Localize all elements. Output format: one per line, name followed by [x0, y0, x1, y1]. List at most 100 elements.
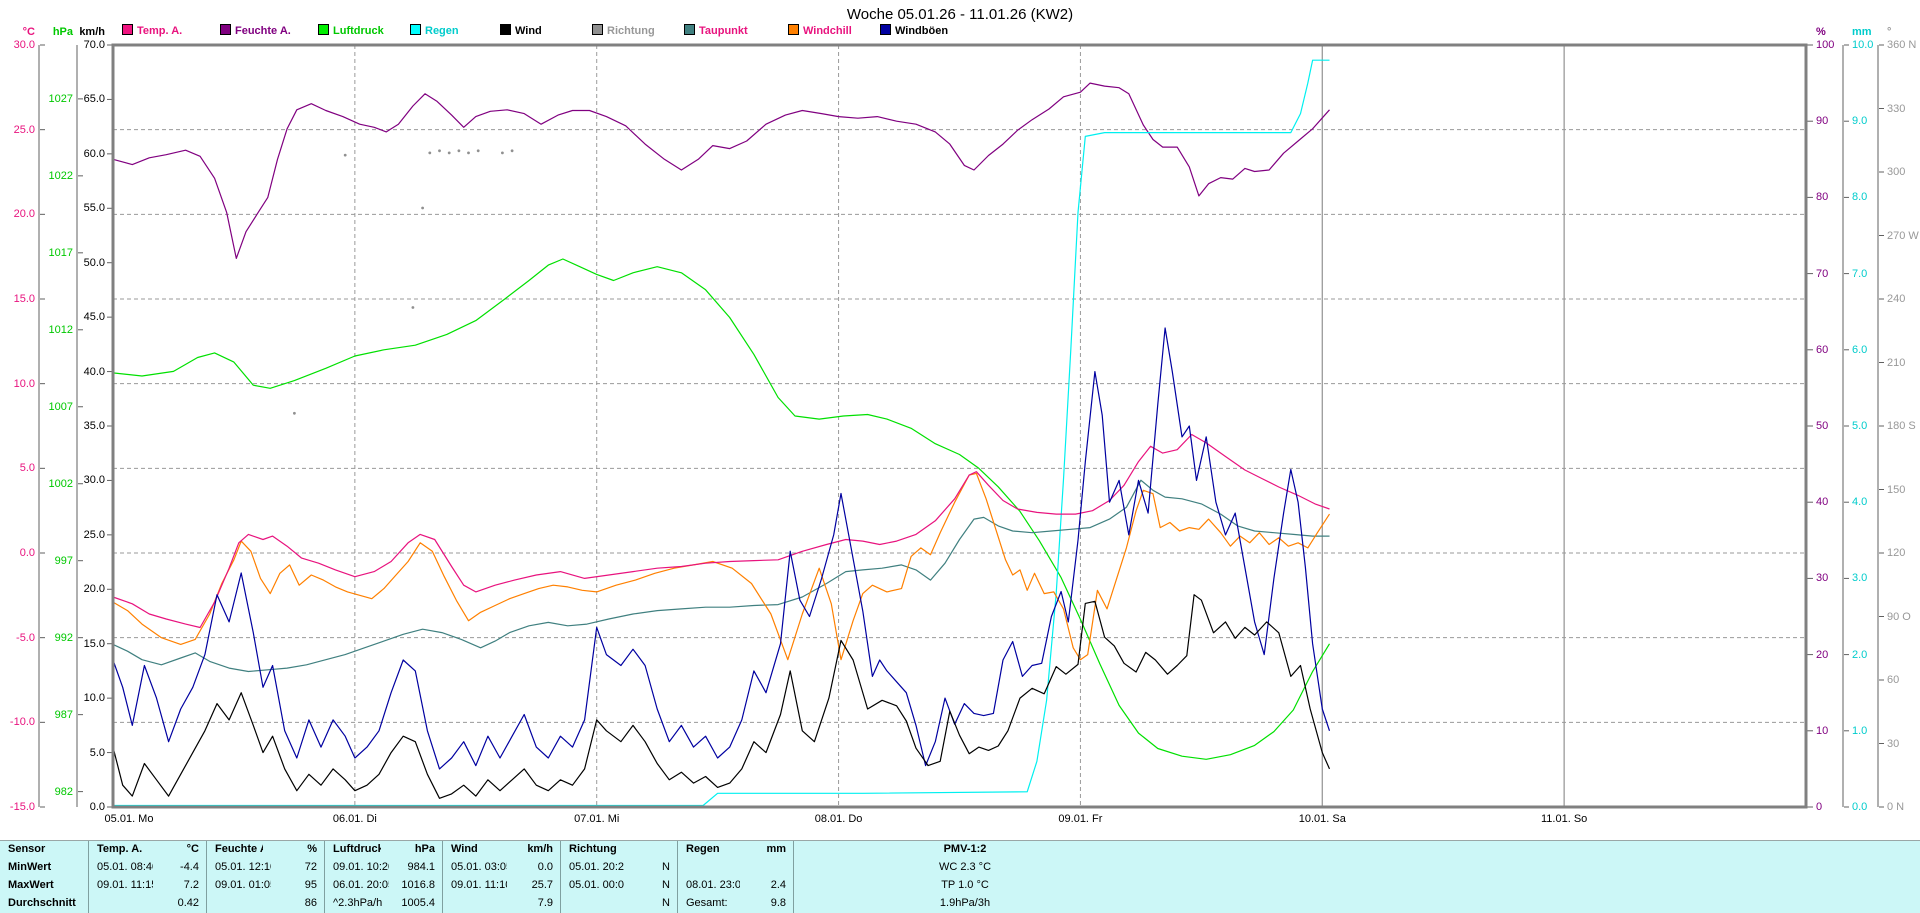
series-dir-dot — [293, 411, 296, 415]
stat-cell: WC 2.3 °C — [938, 861, 992, 873]
legend-label: Richtung — [607, 25, 655, 37]
dew-swatch-icon — [684, 24, 695, 35]
stats-col-pmv: PMV-1:2 WC 2.3 °C TP 1.0 °C 1.9hPa/3h — [793, 841, 1135, 913]
stat-cell: PMV-1:2 — [943, 843, 987, 855]
stat-cell: 1.9hPa/3h — [939, 897, 991, 909]
stat-cell — [736, 859, 786, 877]
rain-tick-label: 8.0 — [1852, 191, 1868, 204]
dir-tick-label: 360 N — [1887, 39, 1917, 51]
dir-tick-label: 300 — [1887, 166, 1906, 178]
dir-tick-label: 240 — [1887, 293, 1906, 305]
stat-cell: Sensor — [8, 843, 46, 855]
stat-cell — [686, 859, 740, 877]
legend-item-gust: Windböen — [880, 24, 948, 37]
stat-cell: 1016.8 — [401, 879, 435, 891]
stat-cell: 09.01. 01:05 — [215, 879, 271, 891]
stat-cell: Durchschnitt — [8, 897, 76, 909]
hum-tick-label: 80 — [1816, 191, 1829, 204]
wind-swatch-icon — [500, 24, 511, 35]
x-label-11.01: 11.01. So — [1541, 813, 1588, 825]
series-dir-dot — [438, 149, 441, 153]
stat-cell: 25.7 — [531, 879, 553, 891]
gust-swatch-icon — [880, 24, 891, 35]
hum-tick-label: 40 — [1816, 496, 1829, 509]
temp-tick-label: 30.0 — [13, 39, 35, 51]
stat-cell: Richtung — [569, 843, 616, 855]
wind-tick-label: 0.0 — [89, 801, 105, 813]
temp-tick-label: -5.0 — [16, 631, 35, 644]
x-label-09.01: 09.01. Fr — [1058, 813, 1103, 825]
rain-tick-label: 6.0 — [1852, 343, 1868, 356]
stat-cell: TP 1.0 °C — [941, 879, 989, 891]
legend-item-temp: Temp. A. — [122, 24, 182, 37]
legend-label: Luftdruck — [333, 25, 384, 37]
stat-cell: MaxWert — [8, 879, 54, 891]
legend-label: Regen — [425, 25, 459, 37]
legend-item-wind: Wind — [500, 24, 542, 37]
stat-cell: 86 — [304, 897, 317, 909]
series-dir-dot — [457, 149, 461, 153]
press-tick-label: 1007 — [48, 400, 73, 413]
wind-tick-label: 50.0 — [83, 256, 105, 269]
legend-label: Windchill — [803, 25, 852, 37]
legend-item-dir: Richtung — [592, 24, 655, 37]
stat-cell: Temp. A. — [97, 843, 143, 855]
series-hum — [112, 82, 1330, 259]
x-label-05.01: 05.01. Mo — [104, 813, 154, 825]
hum-axis-unit: % — [1816, 26, 1826, 38]
stat-cell: Gesamt: — [686, 897, 728, 909]
legend-label: Wind — [515, 25, 542, 37]
hum-tick-label: 20 — [1816, 648, 1829, 661]
hum-tick-label: 90 — [1816, 115, 1829, 128]
legend-label: Temp. A. — [137, 25, 183, 37]
stat-cell: N — [662, 879, 670, 891]
rain-tick-label: 2.0 — [1852, 648, 1868, 661]
stat-cell: 09.01. 11:15 — [97, 879, 153, 891]
legend-label: Taupunkt — [699, 25, 748, 37]
wind-tick-label: 70.0 — [83, 39, 105, 51]
hum-tick-label: 30 — [1816, 572, 1829, 585]
rain-tick-label: 10.0 — [1852, 39, 1874, 51]
series-gust — [112, 327, 1331, 770]
temp-tick-label: 15.0 — [13, 293, 35, 305]
series-dir-dot — [501, 151, 504, 155]
series-temp — [112, 433, 1330, 629]
wind-tick-label: 65.0 — [83, 93, 105, 106]
press-tick-label: 982 — [54, 785, 73, 798]
temp-tick-label: 25.0 — [13, 123, 35, 136]
stat-cell: 09.01. 10:20 — [333, 861, 389, 873]
stat-cell: km/h — [527, 843, 553, 855]
stat-cell: N — [662, 897, 670, 909]
series-dir-dot — [343, 153, 347, 157]
series-dir-dot — [411, 306, 415, 309]
rain-tick-label: 9.0 — [1852, 115, 1868, 128]
wind-tick-label: 25.0 — [83, 528, 105, 541]
x-label-10.01: 10.01. Sa — [1298, 813, 1346, 825]
stat-cell: 2.4 — [770, 879, 786, 891]
temp-tick-label: -15.0 — [9, 801, 35, 813]
stat-cell: 05.01. 08:40 — [97, 861, 153, 873]
dir-tick-label: 30 — [1887, 737, 1900, 750]
stat-cell: % — [307, 843, 317, 855]
stat-cell — [451, 895, 507, 913]
stats-table: Sensor MinWert MaxWert Durchschnitt Temp. A.… — [0, 840, 1920, 913]
stat-cell: Luftdruck — [333, 843, 381, 855]
rain-tick-label: 4.0 — [1852, 496, 1868, 509]
stat-cell: Regen — [686, 843, 720, 855]
stat-cell: 0.0 — [537, 861, 553, 873]
stats-col-hum: Feuchte A.% 05.01. 12:10 72 09.01. 01:05 95 8… — [206, 841, 324, 913]
rain-swatch-icon — [410, 24, 421, 35]
dir-tick-label: 330 — [1887, 102, 1906, 115]
x-label-06.01: 06.01. Di — [332, 813, 377, 825]
temp-tick-label: 10.0 — [13, 377, 35, 390]
legend-item-rain: Regen — [410, 24, 459, 37]
stat-cell — [215, 895, 271, 913]
stat-cell: 984.1 — [407, 861, 435, 873]
wind-tick-label: 30.0 — [83, 474, 105, 487]
stat-cell: 9.8 — [770, 897, 786, 909]
series-dir-dot — [428, 151, 432, 155]
wind-axis-unit: km/h — [79, 26, 105, 38]
legend-item-press: Luftdruck — [318, 24, 384, 37]
